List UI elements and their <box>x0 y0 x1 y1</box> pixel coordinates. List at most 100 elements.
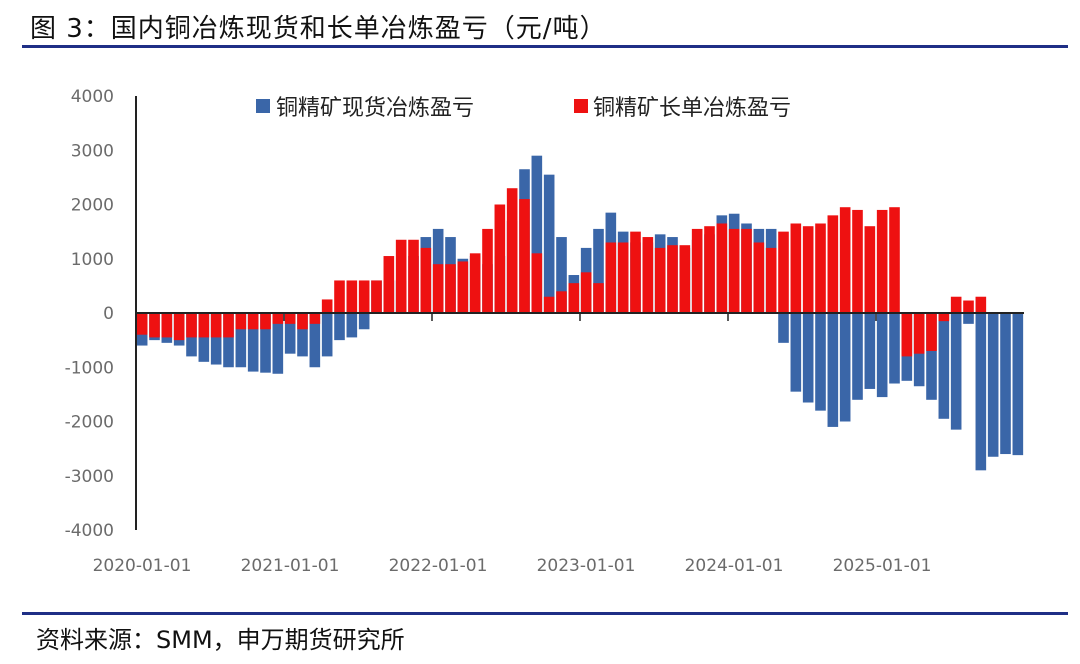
bar-long <box>334 280 345 313</box>
bar-spot <box>963 313 974 324</box>
bar-long <box>716 223 728 313</box>
bar-long <box>506 188 518 313</box>
bar-spot <box>864 313 876 389</box>
bar-long <box>272 313 284 324</box>
bar-spot <box>358 313 370 330</box>
bar-long <box>235 313 247 330</box>
bar-long <box>938 313 950 322</box>
bar-long <box>593 283 604 313</box>
bar-spot <box>802 313 814 403</box>
x-tick-label: 2025-01-01 <box>833 556 932 576</box>
bar-long <box>482 228 493 313</box>
bar-spot <box>778 313 789 343</box>
bar-long <box>346 280 358 313</box>
bar-long <box>654 247 666 313</box>
bar-spot <box>531 155 543 313</box>
y-tick-label: 2000 <box>71 196 114 216</box>
bar-spot <box>223 313 234 368</box>
bar-long <box>864 226 876 313</box>
legend-swatch-long <box>574 99 588 113</box>
bar-long <box>210 313 222 338</box>
footer-divider <box>22 612 1068 615</box>
x-axis-labels: 2020-01-01 2021-01-01 2022-01-01 2023-01-01… <box>93 313 932 576</box>
bar-long <box>691 228 703 313</box>
bar-spot <box>1000 313 1011 455</box>
bar-long <box>913 313 925 354</box>
y-tick-label: 4000 <box>71 87 114 107</box>
bar-spot <box>938 313 950 419</box>
chart-area: 4000 3000 2000 1000 0 -1000 -2000 -3000 -4000 20… <box>65 87 1024 576</box>
y-tick-label: -3000 <box>65 467 114 487</box>
bar-spot <box>1012 313 1024 456</box>
bar-long <box>186 313 197 338</box>
y-axis-labels: 4000 3000 2000 1000 0 -1000 -2000 -3000 -4000 <box>65 87 114 541</box>
bar-long <box>358 280 370 313</box>
bar-spot <box>284 313 296 354</box>
y-tick-label: 1000 <box>71 250 114 270</box>
bar-long <box>198 313 210 338</box>
bar-long <box>630 231 641 314</box>
y-tick-label: -2000 <box>65 413 114 433</box>
bar-spot <box>334 313 345 341</box>
bar-long <box>827 215 839 313</box>
bar-spot <box>321 313 333 357</box>
bar-long <box>889 207 900 313</box>
bar-long <box>667 245 678 313</box>
bar-spot <box>543 174 555 313</box>
bar-spot <box>950 313 962 430</box>
bar-spot <box>235 313 247 368</box>
bar-long <box>963 300 974 313</box>
legend-swatch-spot <box>256 99 270 113</box>
bar-long <box>901 313 913 357</box>
legend: 铜精矿现货冶炼盈亏 铜精矿长单冶炼盈亏 <box>256 96 791 121</box>
bar-spot <box>272 313 284 374</box>
bar-spot <box>593 228 604 313</box>
bar-spot <box>987 313 999 457</box>
y-tick-label: 0 <box>103 304 114 324</box>
bar-long <box>395 239 407 313</box>
bar-long <box>704 226 715 313</box>
bar-long <box>432 264 444 313</box>
bar-long <box>556 291 567 313</box>
bar-long <box>136 313 148 335</box>
bar-long <box>321 299 333 313</box>
source-note: 资料来源：SMM，申万期货研究所 <box>36 626 405 654</box>
bar-long <box>420 247 432 313</box>
bar-long <box>457 261 469 313</box>
x-tick-label: 2023-01-01 <box>537 556 636 576</box>
bar-long <box>926 313 937 351</box>
bar-long <box>815 223 826 313</box>
title-divider <box>22 45 1068 48</box>
bar-spot <box>926 313 937 400</box>
bar-spot <box>198 313 210 362</box>
bar-long <box>876 209 888 313</box>
x-tick-label: 2024-01-01 <box>685 556 784 576</box>
bar-spot <box>210 313 222 365</box>
bar-spot <box>247 313 259 372</box>
bar-long <box>260 313 271 330</box>
bar-long <box>309 313 321 324</box>
bar-spot <box>889 313 900 384</box>
bar-spot <box>346 313 358 338</box>
chart-title: 图 3：国内铜冶炼现货和长单冶炼盈亏（元/吨） <box>30 14 607 44</box>
bar-spot <box>556 237 567 313</box>
bar-long <box>494 204 506 313</box>
bar-spot <box>839 313 851 422</box>
bar-spot <box>815 313 826 411</box>
y-tick-label: -1000 <box>65 358 114 378</box>
bar-long <box>642 237 654 313</box>
bar-long <box>408 239 419 313</box>
bar-long <box>741 228 752 313</box>
bar-long <box>297 313 308 330</box>
bar-long <box>173 313 185 341</box>
bar-long <box>605 242 617 313</box>
bar-long <box>839 207 851 313</box>
bar-long <box>543 296 555 313</box>
bar-long <box>223 313 234 338</box>
bar-spot <box>297 313 308 357</box>
bar-long <box>617 242 629 313</box>
bar-long <box>531 253 543 313</box>
bar-long <box>975 296 987 313</box>
bar-long <box>950 296 962 313</box>
bar-spot <box>852 313 863 400</box>
